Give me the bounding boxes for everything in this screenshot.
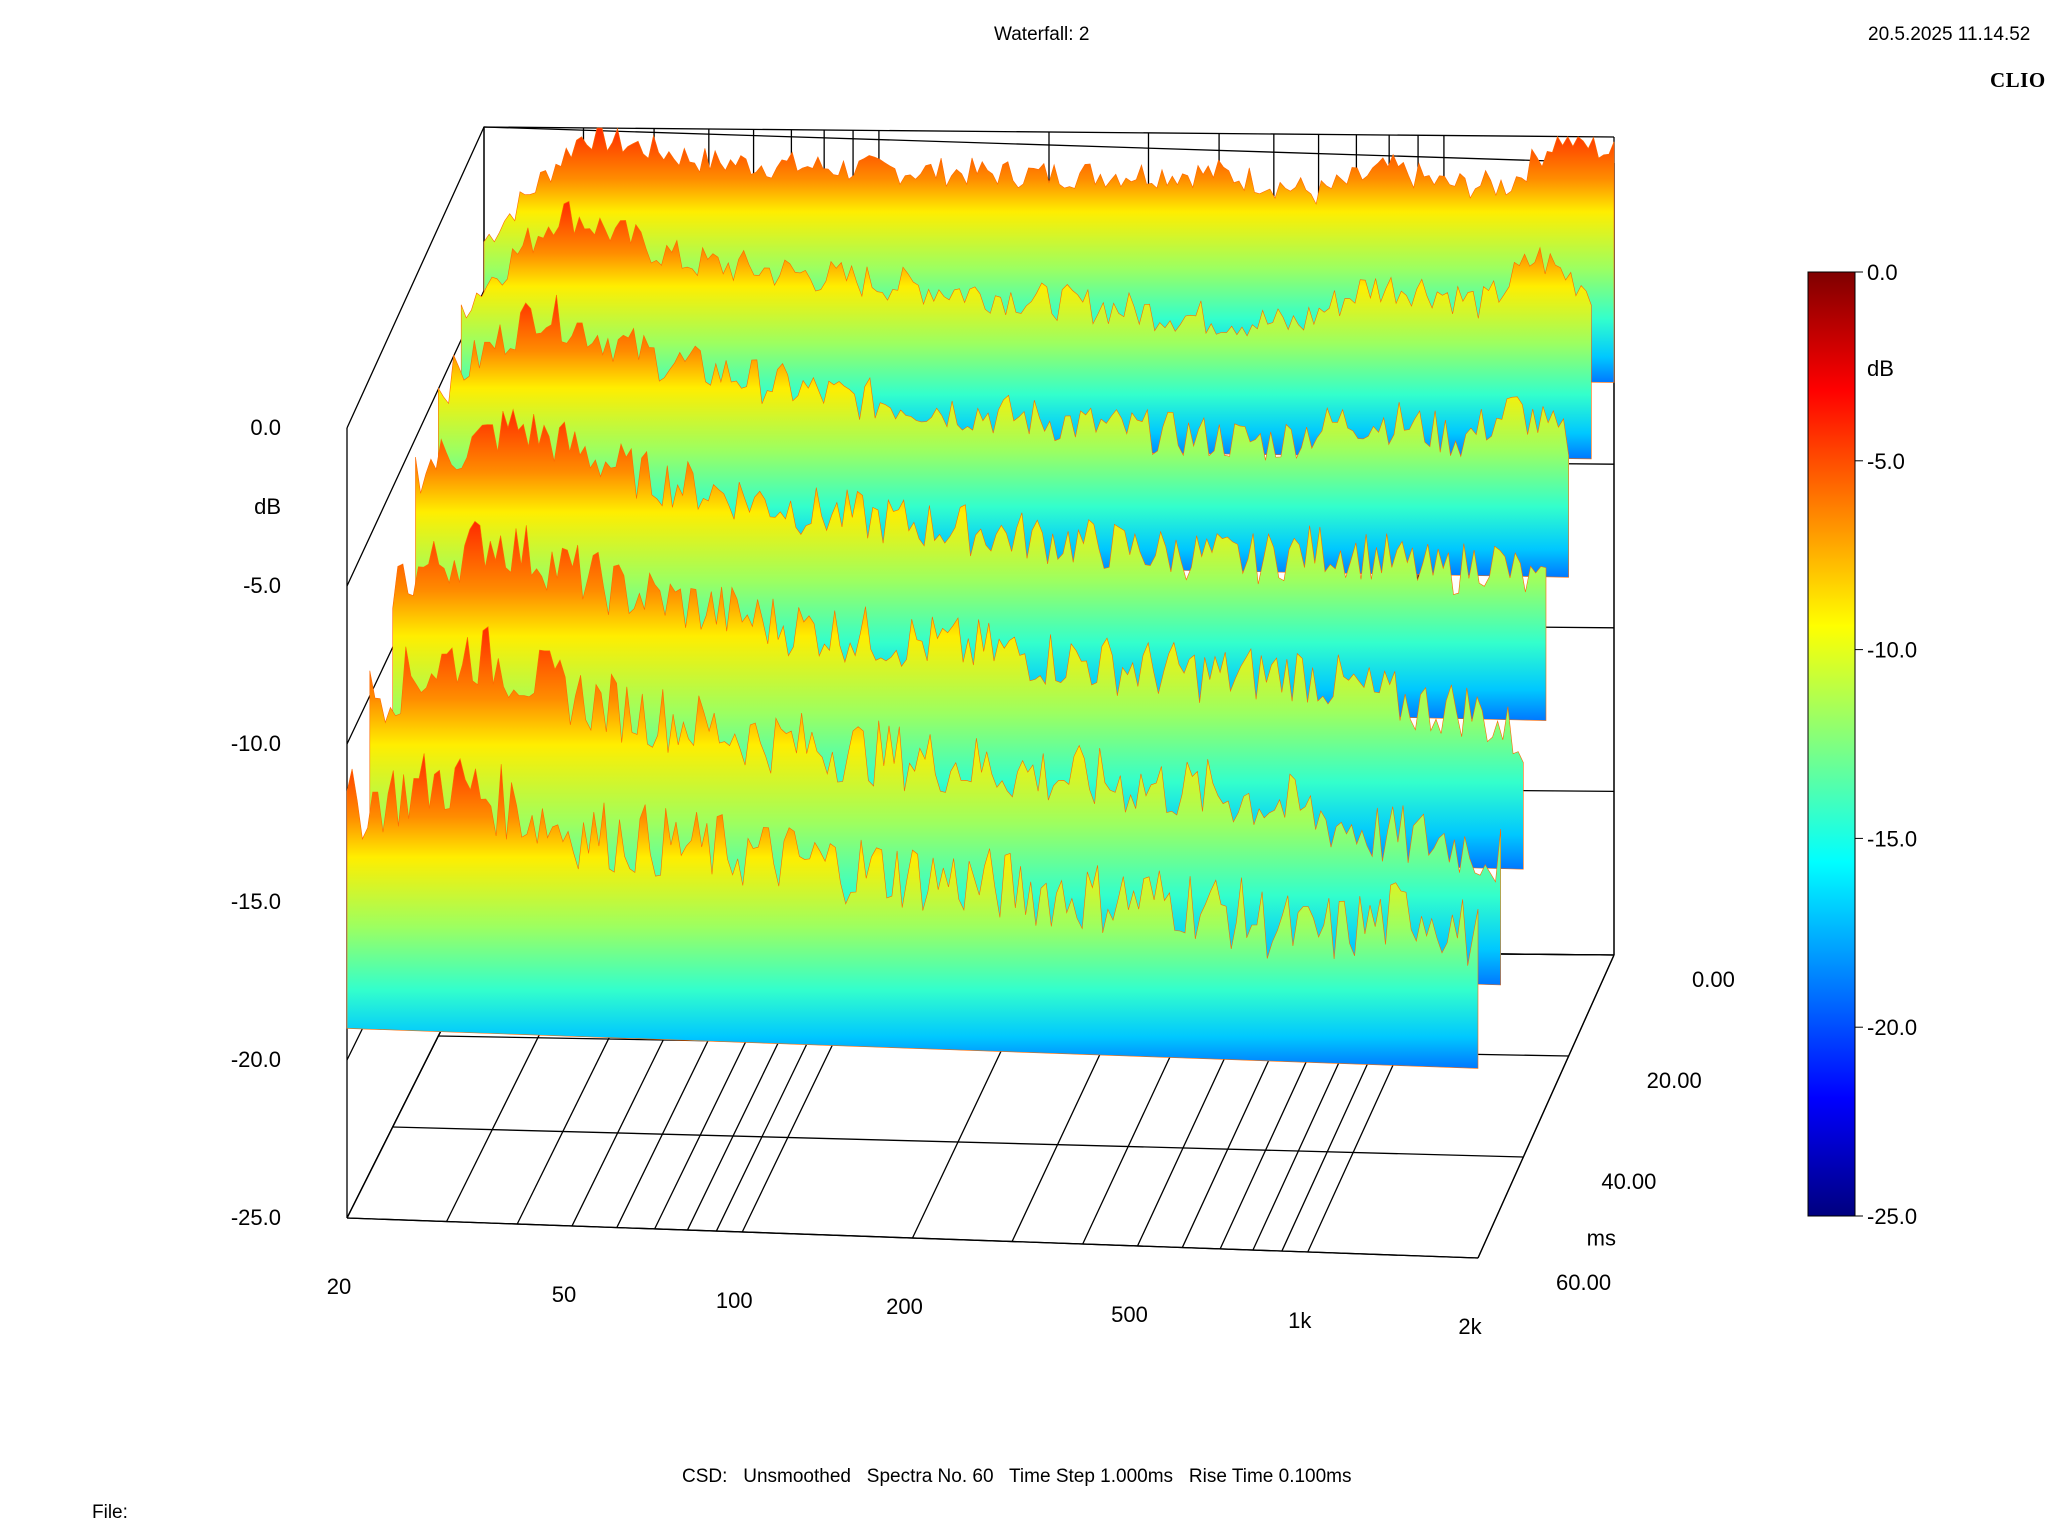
colorbar: 0.0 -5.0 -10.0 -15.0 -20.0 -25.0 dB bbox=[1807, 260, 1917, 1229]
colorbar-tick-label: -25.0 bbox=[1867, 1204, 1917, 1229]
waterfall-slice bbox=[346, 753, 1479, 1069]
grid-line-time bbox=[346, 1217, 1479, 1259]
colorbar-unit-label: dB bbox=[1867, 356, 1894, 381]
y-tick-label: -25.0 bbox=[231, 1205, 281, 1230]
footer-settings: CSD: Unsmoothed Spectra No. 60 Time Step… bbox=[682, 1466, 1352, 1487]
chart-title: Waterfall: 2 bbox=[994, 24, 1090, 45]
file-label: File: bbox=[92, 1502, 128, 1523]
x-tick-label: 200 bbox=[886, 1294, 923, 1319]
z-tick-label: 0.00 bbox=[1692, 967, 1735, 992]
y-unit-label: dB bbox=[254, 494, 281, 519]
y-tick-label: -5.0 bbox=[243, 573, 281, 598]
x-tick-label: 50 bbox=[552, 1282, 576, 1307]
x-tick-label: 100 bbox=[716, 1288, 753, 1313]
y-tick-label: -10.0 bbox=[231, 731, 281, 756]
z-tick-label: 20.00 bbox=[1647, 1068, 1702, 1093]
colorbar-tick-label: -15.0 bbox=[1867, 826, 1917, 851]
waterfall-surface bbox=[346, 127, 1615, 1069]
z-unit-label: ms bbox=[1587, 1226, 1616, 1251]
timestamp: 20.5.2025 11.14.52 bbox=[1868, 24, 2031, 45]
x-tick-label: 1k bbox=[1288, 1308, 1312, 1333]
y-tick-label: -15.0 bbox=[231, 889, 281, 914]
x-tick-label: 500 bbox=[1111, 1302, 1148, 1327]
colorbar-tick-label: -20.0 bbox=[1867, 1015, 1917, 1040]
z-tick-label: 40.00 bbox=[1601, 1169, 1656, 1194]
z-tick-label: 60.00 bbox=[1556, 1270, 1611, 1295]
colorbar-gradient bbox=[1807, 271, 1856, 1217]
colorbar-tick-label: -10.0 bbox=[1867, 638, 1917, 663]
x-tick-label: 2k bbox=[1458, 1314, 1482, 1339]
colorbar-tick-label: -5.0 bbox=[1867, 449, 1905, 474]
y-tick-label: -20.0 bbox=[231, 1047, 281, 1072]
x-tick-label: 20 bbox=[327, 1274, 351, 1299]
colorbar-tick-label: 0.0 bbox=[1867, 260, 1898, 285]
y-tick-label: 0.0 bbox=[250, 415, 281, 440]
grid-line-freq-floor bbox=[1477, 954, 1615, 1259]
grid-line-db bbox=[346, 126, 1615, 429]
axis-labels: 0.0 -5.0 -10.0 -15.0 -20.0 -25.0 dB 20 50 100 200 5… bbox=[231, 415, 1735, 1339]
grid-line-time bbox=[392, 1126, 1524, 1158]
brand-logo: CLIO bbox=[1990, 68, 2046, 92]
